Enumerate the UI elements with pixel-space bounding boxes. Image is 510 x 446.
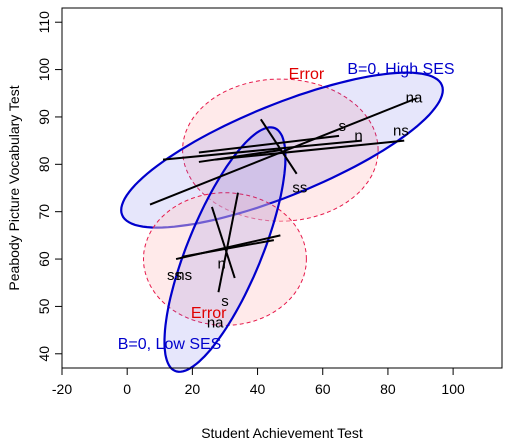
- variable-vector: [210, 206, 236, 279]
- variable-label: ss: [292, 180, 307, 197]
- y-tick-label: 60: [36, 251, 52, 267]
- y-axis: 40 50 60 70 80 90 100 110: [36, 11, 62, 362]
- error-ellipse-label: Error: [289, 66, 325, 83]
- x-tick-label: 20: [185, 381, 201, 397]
- hypothesis-ellipse-label: B=0, High SES: [347, 61, 454, 78]
- variable-vector: [182, 239, 275, 258]
- ellipse-labels-layer: Error B=0, High SES Error B=0, Low SES: [118, 61, 455, 353]
- y-tick-label: 80: [36, 156, 52, 172]
- y-tick-label: 100: [36, 58, 52, 82]
- variable-vector: [259, 118, 298, 175]
- variable-label: s: [221, 293, 229, 310]
- variable-label: ns: [393, 123, 409, 140]
- hypothesis-ellipse-label: B=0, Low SES: [118, 336, 222, 353]
- x-tick-label: 40: [250, 381, 266, 397]
- variable-vector: [198, 149, 281, 163]
- plot-area-frame: [61, 7, 503, 369]
- variable-vector: [162, 139, 362, 161]
- y-tick-label: 70: [36, 204, 52, 220]
- variable-label: ss: [167, 267, 182, 284]
- error-ellipse-label: Error: [191, 305, 227, 322]
- variable-label: s: [339, 118, 347, 135]
- x-axis-title: Student Achievement Test: [201, 425, 363, 441]
- variable-vector: [215, 139, 405, 161]
- segments-layer: [149, 97, 418, 293]
- y-tick-label: 50: [36, 298, 52, 314]
- variable-label: na: [207, 315, 224, 332]
- variable-vector: [149, 97, 418, 206]
- variable-label: n: [218, 255, 226, 272]
- x-tick-label: -20: [52, 381, 72, 397]
- x-tick-label: 80: [380, 381, 396, 397]
- y-axis-title: Peabody Picture Vocabulary Test: [6, 85, 22, 290]
- ellipses-layer: [120, 71, 444, 373]
- y-tick-label: 110: [36, 11, 52, 34]
- variable-vector: [217, 192, 239, 293]
- y-tick-label: 90: [36, 109, 52, 125]
- x-tick-label: 0: [123, 381, 131, 397]
- x-tick-label: 100: [441, 381, 465, 397]
- y-tick-label: 40: [36, 346, 52, 362]
- variable-label: n: [354, 127, 362, 144]
- variable-vector: [198, 134, 340, 154]
- x-tick-label: 60: [315, 381, 331, 397]
- variable-label: na: [406, 90, 423, 107]
- variable-label: ns: [176, 267, 192, 284]
- x-axis: -20 0 20 40 60 80 100: [52, 368, 465, 397]
